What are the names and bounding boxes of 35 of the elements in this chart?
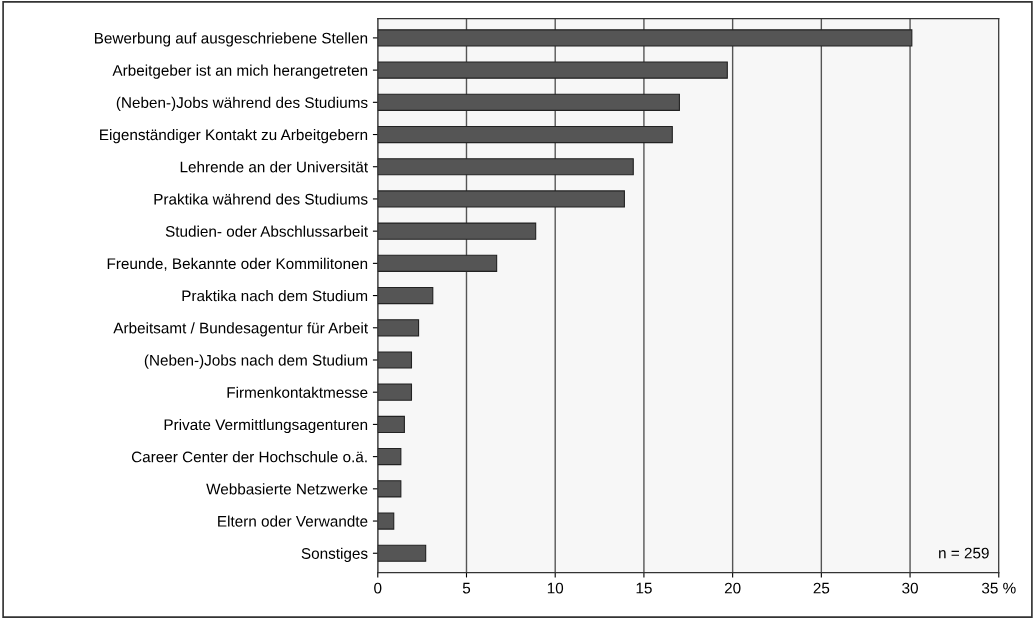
- y-tick-label: Sonstiges: [301, 547, 368, 562]
- y-tick-label: Firmenkontaktmesse: [227, 386, 368, 398]
- bar: [377, 480, 402, 498]
- y-tick-label: Arbeitgeber ist an mich herangetreten: [112, 64, 368, 79]
- x-tick-label: 35 %: [981, 582, 1016, 594]
- bar: [377, 512, 395, 530]
- x-tick-label: 30: [902, 582, 918, 594]
- x-tick-label: 5: [462, 582, 471, 594]
- bar: [377, 544, 427, 562]
- y-tick-label: Arbeitsamt / Bundesagentur für Arbeit: [113, 322, 368, 337]
- y-tick-label: Studien- oder Abschlussarbeit: [165, 225, 368, 237]
- bar: [377, 448, 402, 466]
- bar: [377, 351, 413, 369]
- y-tick-label: (Neben-)Jobs während des Studiums: [116, 96, 368, 112]
- bar: [377, 383, 413, 401]
- bar: [377, 319, 420, 337]
- y-tick-label: Webbasierte Netzwerke: [206, 483, 368, 495]
- y-tick-label: Praktika nach dem Studium: [182, 290, 368, 302]
- y-tick-label: Private Vermittlungsagenturen: [164, 418, 368, 434]
- bar: [377, 286, 434, 305]
- y-tick-label: Praktika während des Studiums: [154, 193, 368, 205]
- x-tick-label: 10: [547, 582, 564, 594]
- x-tick-label: 25: [813, 582, 830, 594]
- x-tick-label: 15: [636, 582, 652, 594]
- annotation: n = 259: [939, 547, 989, 559]
- y-tick-label: Lehrende an der Universität: [180, 161, 368, 173]
- y-tick-label: Eigenständiger Kontakt zu Arbeitgebern: [100, 128, 368, 144]
- y-tick-label: Career Center der Hochschule o.ä.: [131, 451, 367, 463]
- y-tick-label: Eltern oder Verwandte: [218, 515, 368, 527]
- y-tick-label: (Neben-)Jobs nach dem Studium: [144, 354, 368, 369]
- x-tick-label: 0: [374, 582, 382, 594]
- bar: [377, 415, 405, 434]
- y-tick-label: Bewerbung auf ausgeschriebene Stellen: [94, 32, 368, 47]
- y-tick-label: Freunde, Bekannte oder Kommilitonen: [107, 257, 368, 271]
- x-tick-label: 20: [724, 582, 741, 594]
